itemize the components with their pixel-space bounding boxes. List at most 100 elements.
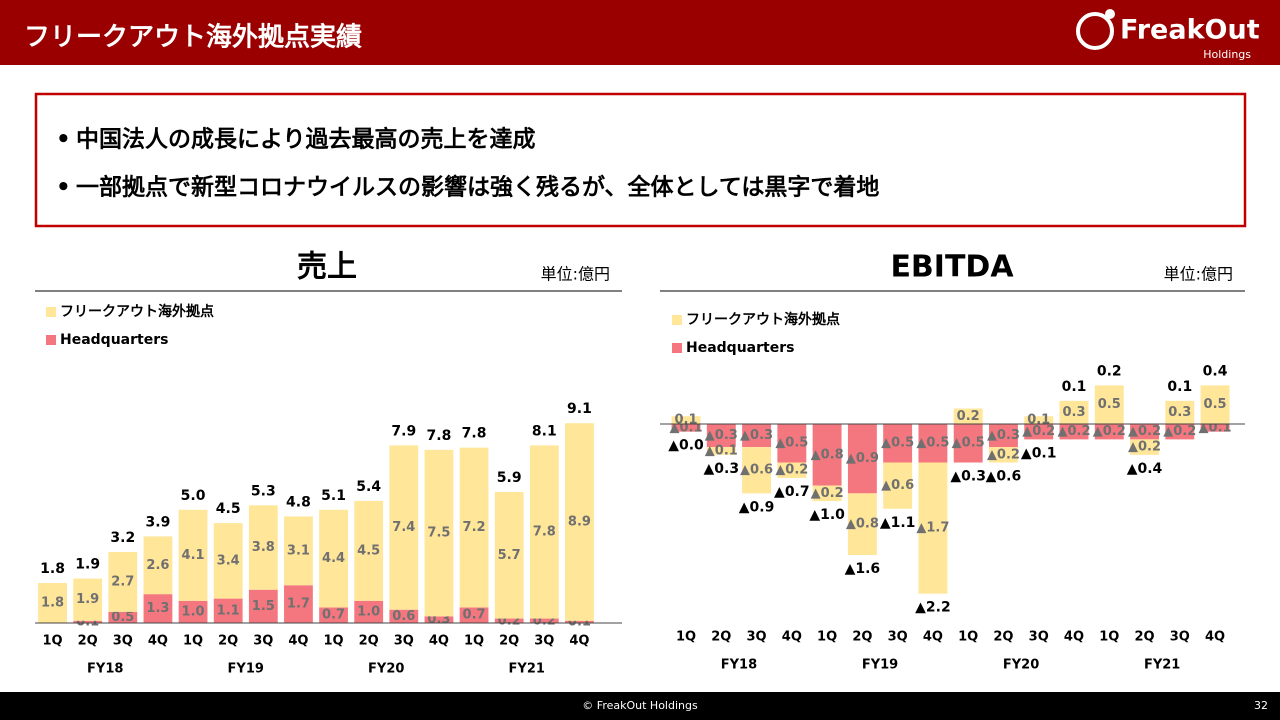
x-tick-label: 3Q [113,634,133,649]
bar-segment [529,445,559,619]
total-label: ▲0.4 [1127,461,1163,477]
bar-segment [178,509,208,601]
x-tick-label: 3Q [1029,630,1049,645]
segment-label: ▲0.5 [881,436,914,451]
bar-segment [1024,416,1054,424]
total-label: 4.8 [286,494,311,510]
x-tick-label: 1Q [464,634,484,649]
segment-label: 1.5 [252,599,275,614]
logo-name: FreakOut [1120,15,1260,46]
total-label: 5.4 [356,479,381,495]
total-label: 0.4 [1203,363,1228,379]
chart-title: EBITDA [890,250,1014,285]
slide-title: フリークアウト海外拠点実績 [24,22,362,53]
segment-label: 1.7 [287,597,310,612]
total-label: 0.2 [1097,363,1122,379]
footer-bar [0,692,1280,720]
segment-label: ▲0.2 [811,486,844,501]
total-label: 1.8 [40,561,65,577]
legend-label: フリークアウト海外拠点 [686,311,840,328]
bar-segment [1059,423,1089,440]
total-label: 4.5 [216,501,241,517]
segment-label: 3.8 [252,540,275,555]
bar-segment [424,449,454,617]
segment-label: 1.9 [76,592,99,607]
total-label: ▲1.6 [845,561,881,577]
total-label: ▲1.1 [880,515,916,531]
legend-label: Headquarters [686,340,794,356]
bar-segment [918,423,948,463]
segment-label: ▲0.1 [705,443,738,458]
legend-swatch [46,335,56,345]
bullet-dot: • [56,127,71,153]
total-label: ▲0.9 [739,499,775,515]
segment-label: 0.3 [1062,405,1085,420]
x-tick-label: 2Q [499,634,519,649]
bar-segment [319,509,348,608]
bar-segment [389,445,419,610]
chart-title: 売上 [297,250,357,285]
segment-label: ▲0.2 [1022,424,1055,439]
segment-label: 1.1 [217,603,240,618]
x-tick-label: 4Q [923,630,943,645]
bar-segment [108,551,138,612]
total-label: 3.9 [146,514,171,530]
bar-segment [706,447,736,455]
total-label: 8.1 [532,423,557,439]
x-tick-label: 3Q [534,634,554,649]
x-tick-label: 4Q [148,634,168,649]
total-label: ▲1.0 [809,507,845,523]
bar-segment [529,618,559,623]
logo: FreakOut Holdings [1076,9,1260,61]
x-tick-label: 3Q [888,630,908,645]
total-label: ▲0.0 [668,438,704,454]
segment-label: ▲0.3 [987,428,1020,443]
segment-label: ▲0.8 [846,517,879,532]
segment-label: ▲0.9 [846,451,879,466]
x-tick-label: 4Q [782,630,802,645]
total-label: ▲0.1 [1021,445,1057,461]
segment-label: 4.4 [322,551,345,566]
total-label: 1.9 [75,557,100,573]
segment-label: 1.0 [182,604,205,619]
copyright: © FreakOut Holdings [582,699,698,712]
bar-segment [812,423,842,486]
total-label: 9.1 [567,401,592,417]
bar-segment [671,423,701,432]
legend-label: フリークアウト海外拠点 [60,303,214,320]
bar-segment [73,578,103,621]
segment-label: 7.8 [533,524,556,539]
bar-segment [248,589,278,623]
bar-segment [284,585,313,623]
unit-label: 単位:億円 [541,265,610,284]
bar-segment [389,609,419,623]
bar-segment [354,600,384,623]
segment-label: 4.5 [357,543,380,558]
bar-segment [706,423,736,448]
segment-label: 7.4 [392,520,415,535]
x-tick-label: 2Q [1134,630,1154,645]
segment-label: 0.6 [392,609,415,624]
total-label: 5.3 [251,483,276,499]
bar-segment [319,607,348,623]
segment-label: ▲0.2 [1057,424,1090,439]
segment-label: 4.1 [182,548,205,563]
segment-label: 7.5 [427,526,450,541]
x-tick-label: 2Q [993,630,1013,645]
segment-label: 0.7 [322,608,345,623]
bar-segment [354,500,384,601]
segment-label: 1.3 [146,601,169,616]
bar-segment [812,485,842,502]
bar-segment [1059,400,1089,424]
x-tick-label: 3Q [394,634,414,649]
bar-segment [178,600,208,623]
segment-label: ▲0.2 [1128,424,1161,439]
segment-label: 1.0 [357,604,380,619]
total-label: 0.1 [1167,379,1192,395]
segment-label: 2.6 [146,558,169,573]
x-tick-label: 2Q [711,630,731,645]
x-tick-label: 1Q [817,630,837,645]
page-number: 32 [1254,699,1268,712]
group-label: FY19 [228,662,264,677]
